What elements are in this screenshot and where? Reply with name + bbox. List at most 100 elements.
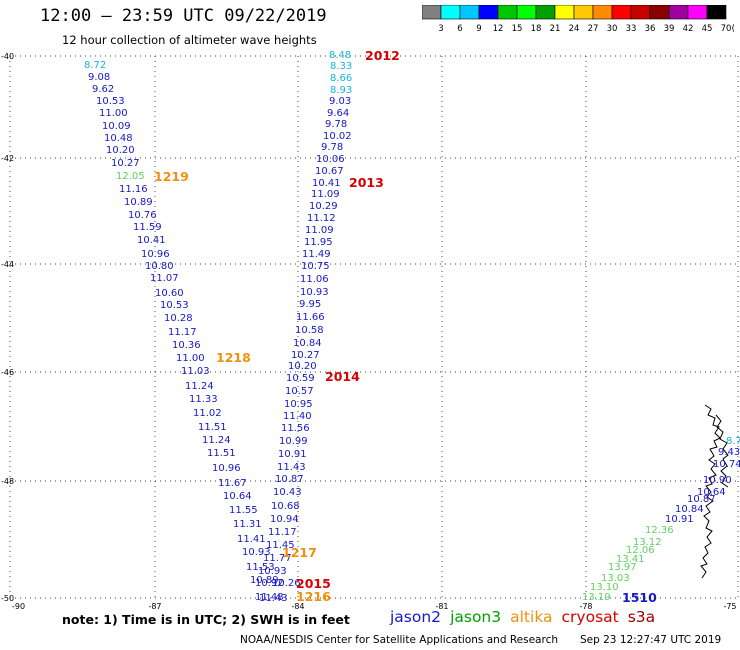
wave-height-label: 13.19	[582, 592, 611, 603]
lat-tick-label: -48	[1, 477, 14, 486]
wave-height-label: 10.99	[279, 436, 308, 447]
wave-height-label: 10.95	[284, 399, 313, 410]
legend-label: (ft)	[732, 24, 734, 34]
wave-height-label: 10.74	[713, 459, 740, 470]
wave-height-label: 11.66	[296, 312, 325, 323]
wave-height-label: 10.53	[160, 300, 189, 311]
legend-label: 6	[457, 24, 462, 34]
wave-height-label: 10.41	[312, 178, 341, 189]
pass-time-label: 2012	[365, 48, 400, 63]
wave-height-label: 10.89	[250, 575, 279, 586]
wave-height-label: 9.43	[718, 447, 740, 458]
wave-height-label: 10.36	[172, 340, 201, 351]
wave-height-label: 10.20	[288, 361, 317, 372]
legend-label: 24	[569, 24, 580, 34]
pass-time-label: 1219	[154, 169, 189, 184]
wave-height-label: 11.07	[150, 273, 179, 284]
lon-tick-label: -90	[12, 602, 25, 611]
wave-height-label: 11.49	[302, 249, 331, 260]
page-title: 12:00 — 23:59 UTC 09/22/2019	[40, 6, 327, 26]
wave-height-label: 10.87	[687, 494, 716, 505]
page-subtitle: 12 hour collection of altimeter wave hei…	[62, 33, 317, 47]
wave-height-label: 10.96	[141, 249, 170, 260]
wave-height-label: 8.7	[726, 436, 740, 447]
wave-height-label: 11.43	[277, 462, 306, 473]
wave-height-label: 10.27	[111, 158, 140, 169]
wave-height-label: 8.66	[330, 73, 352, 84]
wave-height-label: 11.00	[99, 108, 128, 119]
legend-swatch	[706, 5, 727, 20]
wave-height-label: 11.17	[268, 527, 297, 538]
wave-height-label: 10.28	[164, 313, 193, 324]
wave-height-label: 11.09	[311, 189, 340, 200]
wave-height-label: 11.43	[259, 593, 288, 604]
wave-height-label: 10.93	[242, 547, 271, 558]
wave-height-label: 10.60	[155, 288, 184, 299]
wave-height-label: 11.09	[305, 225, 334, 236]
wave-height-label: 10.87	[275, 474, 304, 485]
wave-height-label: 11.33	[189, 394, 218, 405]
wave-height-label: 10.06	[316, 154, 345, 165]
wave-height-label: 10.02	[323, 131, 352, 142]
wave-height-label: 11.17	[168, 327, 197, 338]
wave-height-label: 11.41	[237, 534, 266, 545]
wave-height-label: 10.94	[270, 514, 299, 525]
wave-height-label: 11.16	[119, 184, 148, 195]
pass-time-label: 1510	[622, 590, 657, 605]
legend-label: 9	[476, 24, 481, 34]
wave-height-label: 10.41	[137, 235, 166, 246]
wave-height-label: 10.89	[124, 197, 153, 208]
wave-height-label: 11.48	[255, 592, 284, 603]
wave-height-label: 11.40	[283, 411, 312, 422]
satellite-jason2: jason2	[390, 608, 442, 626]
wave-height-label: 9.95	[299, 299, 321, 310]
wave-height-label: 10.92	[255, 578, 284, 589]
wave-height-label: 10.67	[315, 166, 344, 177]
legend-label: 27	[588, 24, 599, 34]
legend-label: 30	[607, 24, 618, 34]
wave-height-label: 12.36	[645, 525, 674, 536]
wave-height-label: 13.10	[590, 582, 619, 593]
wave-height-label: 10.75	[301, 261, 330, 272]
wave-height-label: 10.58	[295, 325, 324, 336]
legend-label: 3	[438, 24, 443, 34]
legend-label: 70	[721, 24, 732, 34]
lon-tick-label: -84	[291, 602, 304, 611]
wave-height-label: 9.62	[92, 84, 114, 95]
wave-height-label: 10.84	[675, 504, 704, 515]
wave-height-label: 11.95	[304, 237, 333, 248]
wave-height-label: 11.12	[307, 213, 336, 224]
footnote: note: 1) Time is in UTC; 2) SWH is in fe…	[62, 612, 350, 627]
lat-tick-label: -50	[1, 594, 14, 603]
coastline	[715, 414, 729, 488]
lat-tick-label: -46	[1, 368, 14, 377]
wave-height-label: 8.33	[330, 61, 352, 72]
wave-height-label: 11.03	[181, 366, 210, 377]
legend-label: 45	[702, 24, 713, 34]
wave-height-label: 10.84	[293, 338, 322, 349]
wave-height-label: 10.53	[96, 96, 125, 107]
wave-height-label: 10.57	[285, 386, 314, 397]
wave-height-label: 9.78	[325, 119, 347, 130]
wave-height-label: 11.02	[193, 408, 222, 419]
pass-time-label: 2014	[325, 369, 360, 384]
wave-height-label: 11.51	[198, 422, 227, 433]
lon-tick-label: -87	[148, 602, 161, 611]
legend-label: 42	[683, 24, 694, 34]
wave-height-label: 9.78	[321, 142, 343, 153]
wave-height-label: 11.51	[207, 448, 236, 459]
pass-time-label: 2013	[349, 175, 384, 190]
satellite-altika: altika	[510, 608, 553, 626]
coastline	[700, 404, 721, 579]
wave-height-label: 10.68	[271, 501, 300, 512]
wave-height-label: 10.20	[106, 145, 135, 156]
wave-height-label: 8.72	[84, 60, 106, 71]
wave-height-label: 10.29	[309, 201, 338, 212]
wave-height-label: 11.67	[218, 478, 247, 489]
pass-time-label: 1217	[282, 545, 317, 560]
lon-tick-label: -78	[579, 602, 592, 611]
wave-height-label: 13.97	[608, 562, 637, 573]
wave-height-label: 11.55	[229, 505, 258, 516]
